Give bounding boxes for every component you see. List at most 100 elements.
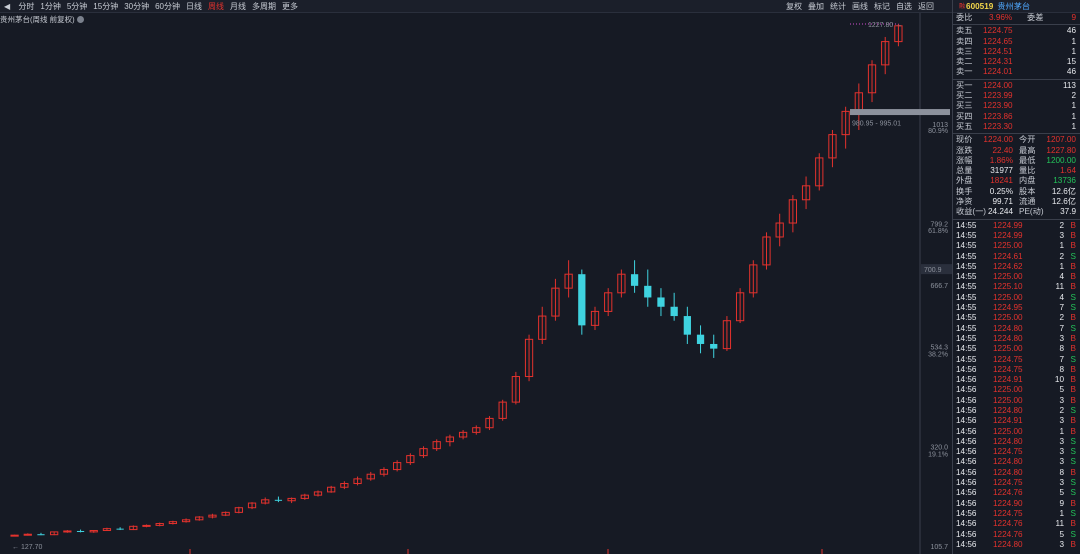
period-tab-10[interactable]: 更多 bbox=[282, 2, 299, 11]
period-tab-7[interactable]: 周线 bbox=[208, 2, 225, 11]
period-tab-5[interactable]: 60分钟 bbox=[155, 2, 181, 11]
trade-time: 14:55 bbox=[956, 282, 977, 292]
bid-row[interactable]: 买四 1223.86 1 bbox=[953, 112, 1080, 122]
bid-row[interactable]: 买三 1223.90 1 bbox=[953, 101, 1080, 111]
bid-row[interactable]: 买五 1223.30 1 bbox=[953, 122, 1080, 132]
weicha-label: 委差 bbox=[1027, 13, 1044, 22]
tool-button-mark[interactable]: 标记 bbox=[874, 2, 890, 11]
period-tab-3[interactable]: 15分钟 bbox=[93, 2, 119, 11]
trade-price: 1224.62 bbox=[993, 261, 1023, 271]
top-toolbar: ◀ 分时 1分钟 5分钟 15分钟 30分钟 60分钟 日线 周线 月线 多周期 更多 复权 叠加 … bbox=[0, 0, 952, 13]
trade-price: 1225.00 bbox=[993, 395, 1023, 405]
candle-body bbox=[881, 41, 890, 66]
trade-row: 14:55 1224.80 3 B bbox=[953, 334, 1080, 344]
trade-price: 1224.76 bbox=[993, 488, 1023, 498]
trade-volume: 2 bbox=[1059, 313, 1064, 323]
y-axis-label: 38.2% bbox=[928, 351, 948, 358]
weibi-label: 委比 bbox=[956, 13, 973, 22]
trade-time: 14:56 bbox=[956, 405, 977, 415]
ask-row[interactable]: 卖五 1224.75 46 bbox=[953, 26, 1080, 36]
period-tab-9[interactable]: 多周期 bbox=[252, 2, 277, 11]
ask-row[interactable]: 卖二 1224.31 15 bbox=[953, 57, 1080, 67]
trade-row: 14:56 1224.76 5 S bbox=[953, 488, 1080, 498]
trade-price: 1225.00 bbox=[993, 385, 1023, 395]
candle-body bbox=[195, 516, 204, 521]
trade-row: 14:56 1224.76 11 B bbox=[953, 519, 1080, 529]
stat-label: 换手 bbox=[956, 186, 973, 196]
trade-price: 1224.80 bbox=[993, 457, 1023, 467]
trade-ticks[interactable]: 14:55 1224.99 2 B 14:55 1224.99 3 B 14:55 1225.00… bbox=[953, 221, 1080, 551]
stat-label: 股本 bbox=[1019, 186, 1036, 196]
period-tab-2[interactable]: 5分钟 bbox=[66, 2, 88, 11]
trade-row: 14:55 1225.00 4 S bbox=[953, 293, 1080, 303]
trade-row: 14:56 1224.90 9 B bbox=[953, 499, 1080, 509]
candle-body bbox=[735, 292, 745, 322]
candle-body bbox=[419, 448, 428, 457]
tool-button-watchlist[interactable]: 自选 bbox=[896, 2, 912, 11]
trade-volume: 2 bbox=[1059, 405, 1064, 415]
tool-button-fuquan[interactable]: 复权 bbox=[786, 2, 802, 11]
chart-title-bar: 贵州茅台(周线 前复权) bbox=[0, 15, 84, 25]
trade-side: S bbox=[1070, 405, 1076, 415]
settings-icon[interactable] bbox=[76, 16, 84, 23]
bid-row[interactable]: 买一 1224.00 113 bbox=[953, 81, 1080, 91]
tool-button-draw[interactable]: 画线 bbox=[852, 2, 868, 11]
stat-label: 最高 bbox=[1019, 145, 1036, 155]
period-tab-1[interactable]: 1分钟 bbox=[40, 2, 61, 11]
candle-body bbox=[313, 491, 323, 496]
tool-button-stats[interactable]: 统计 bbox=[830, 2, 846, 11]
ask-row[interactable]: 卖四 1224.65 1 bbox=[953, 37, 1080, 47]
nav-back-icon[interactable]: ◀ bbox=[4, 2, 11, 11]
tool-button-return[interactable]: 返回 bbox=[918, 2, 934, 11]
period-tab-0[interactable]: 分时 bbox=[18, 2, 35, 11]
stat-value: 31977 bbox=[990, 166, 1013, 176]
tool-button-overlay[interactable]: 叠加 bbox=[808, 2, 824, 11]
trade-volume: 3 bbox=[1059, 230, 1064, 240]
trade-price: 1224.76 bbox=[993, 529, 1023, 539]
candle-body bbox=[657, 297, 665, 307]
trade-time: 14:56 bbox=[956, 426, 977, 436]
trade-price: 1225.10 bbox=[993, 282, 1023, 292]
ask-price: 1224.31 bbox=[983, 57, 1013, 67]
trade-row: 14:55 1224.99 3 B bbox=[953, 231, 1080, 241]
candle-body bbox=[327, 486, 336, 493]
period-tab-4[interactable]: 30分钟 bbox=[124, 2, 150, 11]
stat-label: 外盘 bbox=[956, 176, 973, 186]
stat-value: 12.6亿 bbox=[1051, 197, 1076, 207]
trade-time: 14:56 bbox=[956, 395, 977, 405]
trade-side: S bbox=[1070, 292, 1076, 302]
trade-volume: 8 bbox=[1059, 467, 1064, 477]
trade-row: 14:55 1225.00 1 B bbox=[953, 241, 1080, 251]
trade-price: 1224.75 bbox=[993, 354, 1023, 364]
ask-row[interactable]: 卖三 1224.51 1 bbox=[953, 47, 1080, 57]
stat-value: 18241 bbox=[990, 176, 1013, 186]
trade-side: B bbox=[1070, 375, 1076, 385]
candle-body bbox=[458, 431, 468, 438]
period-tab-8[interactable]: 月线 bbox=[230, 2, 247, 11]
trade-row: 14:56 1224.75 3 S bbox=[953, 478, 1080, 488]
trade-row: 14:55 1224.99 2 B bbox=[953, 221, 1080, 231]
range-bar bbox=[850, 109, 950, 116]
candle-body bbox=[208, 514, 217, 518]
bid-row[interactable]: 买二 1223.99 2 bbox=[953, 91, 1080, 101]
ask-volume: 46 bbox=[1066, 26, 1076, 36]
trade-row: 14:56 1224.80 3 S bbox=[953, 457, 1080, 467]
candle-body bbox=[89, 530, 98, 533]
period-tab-6[interactable]: 日线 bbox=[186, 2, 203, 11]
trade-side: B bbox=[1070, 272, 1076, 282]
candle-body bbox=[261, 499, 270, 504]
bid-label: 买一 bbox=[956, 80, 973, 90]
trade-row: 14:56 1224.80 3 B bbox=[953, 540, 1080, 550]
trade-price: 1224.75 bbox=[993, 364, 1023, 374]
candle-body bbox=[37, 534, 45, 536]
trade-row: 14:56 1224.80 2 S bbox=[953, 406, 1080, 416]
trade-side: B bbox=[1070, 230, 1076, 240]
trade-volume: 9 bbox=[1059, 498, 1064, 508]
kline-chart[interactable]: 101380.9%799.261.8%666.7534.338.2%320.01… bbox=[0, 13, 952, 554]
kline-chart-area[interactable]: 1013 80.9% 799.2 61.8% 666.7 534.3 38.2% 320.0 1… bbox=[0, 13, 952, 554]
stat-row: 现价 1224.00 今开 1207.00 bbox=[953, 135, 1080, 145]
ask-row[interactable]: 卖一 1224.01 46 bbox=[953, 67, 1080, 77]
candle-body bbox=[498, 401, 507, 419]
candle-body bbox=[142, 524, 151, 527]
divider bbox=[953, 24, 1080, 26]
